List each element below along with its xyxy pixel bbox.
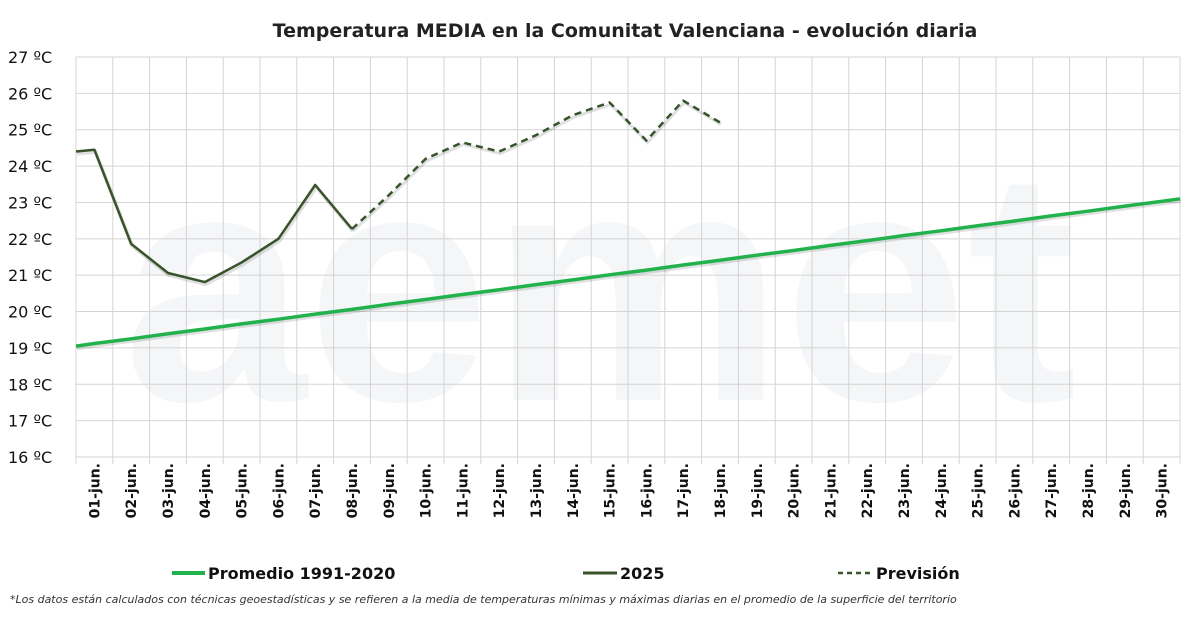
- y-tick-label: 25 ºC: [8, 121, 52, 140]
- x-tick-label: 23-jun.: [897, 463, 913, 518]
- x-tick-label: 16-jun.: [639, 463, 655, 518]
- x-tick-label: 18-jun.: [713, 463, 729, 518]
- x-tick-label: 29-jun.: [1118, 463, 1134, 518]
- y-tick-label: 21 ºC: [8, 266, 52, 285]
- x-tick-label: 28-jun.: [1081, 463, 1097, 518]
- x-tick-label: 27-jun.: [1044, 463, 1060, 518]
- x-tick-label: 02-jun.: [124, 463, 140, 518]
- x-tick-label: 05-jun.: [235, 463, 251, 518]
- legend-prevision-label: Previsión: [876, 564, 960, 583]
- watermark: aemet: [123, 101, 1077, 470]
- x-tick-label: 08-jun.: [345, 463, 361, 518]
- series-shadow-promedio-1991-2020: [76, 198, 1182, 351]
- chart-title: Temperatura MEDIA en la Comunitat Valenc…: [273, 20, 978, 42]
- x-tick-label: 09-jun.: [382, 463, 398, 518]
- y-tick-label: 22 ºC: [8, 230, 52, 249]
- x-tick-label: 07-jun.: [308, 463, 324, 518]
- x-tick-label: 22-jun.: [860, 463, 876, 518]
- x-tick-label: 19-jun.: [750, 463, 766, 518]
- series-shadow-previsi-n: [351, 100, 722, 233]
- x-tick-label: 21-jun.: [823, 463, 839, 518]
- y-tick-label: 19 ºC: [8, 339, 52, 358]
- x-tick-label: 25-jun.: [971, 463, 987, 518]
- y-tick-label: 16 ºC: [8, 448, 52, 467]
- x-tick-label: 24-jun.: [934, 463, 950, 518]
- legend: Promedio 1991-2020 2025 Previsión: [172, 564, 960, 583]
- grid: [75, 56, 1181, 464]
- y-tick-label: 27 ºC: [8, 48, 52, 67]
- footnote: *Los datos están calculados con técnicas…: [10, 593, 957, 606]
- y-axis: 16 ºC 17 ºC 18 ºC 19 ºC 20 ºC 21 ºC 22 ºC 23 ºC…: [8, 48, 52, 467]
- x-tick-label: 01-jun.: [87, 463, 103, 518]
- x-tick-label: 10-jun.: [419, 463, 435, 518]
- x-tick-label: 06-jun.: [271, 463, 287, 518]
- x-tick-label: 11-jun.: [455, 463, 471, 518]
- y-tick-label: 20 ºC: [8, 303, 52, 322]
- svg-text:aemet: aemet: [123, 101, 1077, 470]
- x-tick-label: 12-jun.: [492, 463, 508, 518]
- x-tick-label: 30-jun.: [1155, 463, 1171, 518]
- y-tick-label: 23 ºC: [8, 193, 52, 212]
- y-tick-label: 17 ºC: [8, 412, 52, 431]
- y-tick-label: 18 ºC: [8, 375, 52, 394]
- x-tick-label: 04-jun.: [198, 463, 214, 518]
- x-tick-label: 14-jun.: [566, 463, 582, 518]
- x-tick-label: 20-jun.: [787, 463, 803, 518]
- x-tick-label: 17-jun.: [676, 463, 692, 518]
- y-tick-label: 24 ºC: [8, 157, 52, 176]
- series-lines: [75, 99, 1182, 351]
- x-tick-label: 13-jun.: [529, 463, 545, 518]
- legend-promedio-label: Promedio 1991-2020: [208, 564, 395, 583]
- x-tick-label: 15-jun.: [603, 463, 619, 518]
- legend-2025-label: 2025: [620, 564, 665, 583]
- x-tick-label: 26-jun.: [1007, 463, 1023, 518]
- y-tick-label: 26 ºC: [8, 84, 52, 103]
- series-line-promedio-1991-2020: [75, 197, 1181, 348]
- x-axis: 01-jun. 02-jun. 03-jun. 04-jun. 05-jun. 06-ju…: [87, 463, 1170, 518]
- x-tick-label: 03-jun.: [161, 463, 177, 518]
